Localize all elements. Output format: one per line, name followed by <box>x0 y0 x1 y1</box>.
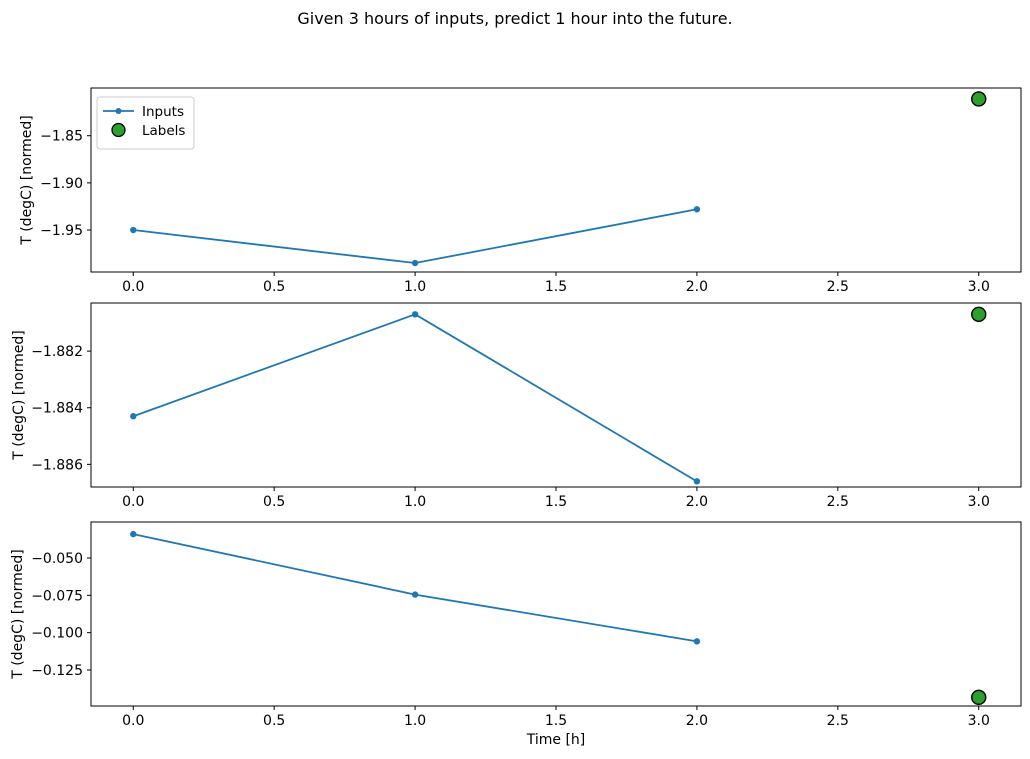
x-tick-label: 2.5 <box>827 713 849 729</box>
x-tick-label: 0.0 <box>122 713 144 729</box>
x-tick-label: 2.0 <box>686 713 708 729</box>
axes-frame <box>90 521 1022 707</box>
series-inputs-marker <box>130 413 137 420</box>
y-tick-label: −0.125 <box>31 663 83 679</box>
x-tick-label: 1.0 <box>404 494 426 510</box>
x-tick-label: 1.5 <box>545 494 567 510</box>
figure-title: Given 3 hours of inputs, predict 1 hour … <box>297 9 733 28</box>
x-tick-label: 1.0 <box>404 713 426 729</box>
x-tick-label: 2.5 <box>827 494 849 510</box>
series-inputs-marker <box>411 311 419 318</box>
x-tick-label: 0.0 <box>122 494 144 510</box>
legend: Inputs Labels <box>96 96 195 150</box>
x-axis-label: Time [h] <box>526 732 586 748</box>
y-axis-label: T (degC) [normed] <box>11 330 27 461</box>
x-tick-label: 2.0 <box>686 279 708 295</box>
y-tick-label: −1.886 <box>31 457 83 473</box>
series-inputs-marker <box>130 226 137 234</box>
y-axis-label: T (degC) [normed] <box>19 115 35 246</box>
subplot-1: 0.0 0.5 1.0 1.5 2.0 2.5 3.0 −1.85 −1.90 −1.95 T (d… <box>19 87 1022 295</box>
x-tick-label: 1.5 <box>545 279 567 295</box>
x-tick-label: 0.5 <box>263 494 285 510</box>
y-axis-label: T (degC) [normed] <box>10 549 26 680</box>
y-tick-label: −0.050 <box>31 551 83 567</box>
x-tick-label: 3.0 <box>968 713 990 729</box>
legend-label: Inputs <box>142 104 184 120</box>
y-tick-label: −1.90 <box>40 176 83 192</box>
series-inputs-marker <box>411 259 419 267</box>
series-inputs-marker <box>130 530 137 538</box>
series-inputs-marker <box>693 478 701 485</box>
axes-frame <box>90 302 1022 488</box>
y-tick-label: −1.882 <box>31 344 83 360</box>
series-labels-marker <box>971 91 987 107</box>
series-inputs-marker <box>693 638 701 645</box>
x-tick-label: 1.5 <box>545 713 567 729</box>
legend-dot-sample <box>115 108 122 114</box>
series-inputs-line <box>132 313 698 483</box>
y-tick-label: −0.100 <box>31 626 83 642</box>
y-tick-label: −0.075 <box>31 588 83 604</box>
x-tick-label: 3.0 <box>968 279 990 295</box>
x-tick-label: 0.0 <box>122 279 144 295</box>
series-inputs-line <box>133 533 698 643</box>
series-labels-marker <box>971 306 987 323</box>
series-inputs-line <box>133 208 698 264</box>
x-tick-label: 2.5 <box>827 279 849 295</box>
series-labels-marker <box>971 689 987 706</box>
x-tick-label: 1.0 <box>404 279 426 295</box>
series-inputs-marker <box>693 206 701 213</box>
x-tick-label: 3.0 <box>968 494 990 510</box>
y-tick-label: −1.884 <box>31 401 83 417</box>
subplot-3: 0.0 0.5 1.0 1.5 2.0 2.5 3.0 −0.050 −0.075 −0.100 −… <box>10 521 1022 748</box>
series-inputs-marker <box>411 591 419 598</box>
y-tick-label: −1.95 <box>40 223 83 239</box>
axes-frame <box>90 87 1022 273</box>
y-tick-label: −1.85 <box>40 129 83 145</box>
subplot-2: 0.0 0.5 1.0 1.5 2.0 2.5 3.0 −1.882 −1.884 −1.886T… <box>11 302 1022 510</box>
x-tick-label: 0.5 <box>263 713 285 729</box>
legend-label: Labels <box>142 123 185 139</box>
x-tick-label: 2.0 <box>686 494 708 510</box>
legend-circle-sample <box>111 122 126 138</box>
x-tick-label: 0.5 <box>263 279 285 295</box>
